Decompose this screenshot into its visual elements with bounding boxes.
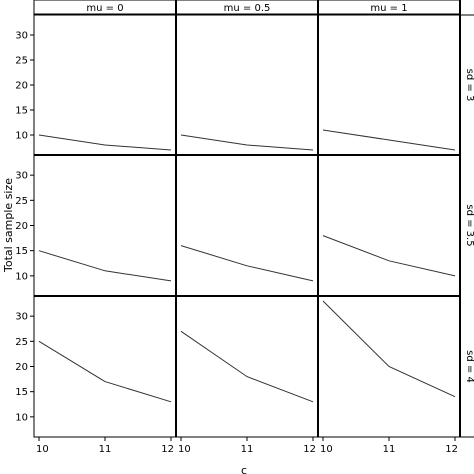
x-tick-label: 10 [178,444,191,455]
series-line [322,129,456,151]
y-tick-label: 30 [15,31,28,42]
row-strip-label: sd = 4 [464,350,474,383]
series-line [322,235,456,277]
panel-border [175,14,319,156]
x-tick-label: 11 [383,444,396,455]
series-line [180,330,314,403]
x-tick-label: 11 [99,444,112,455]
series-line [38,134,172,151]
y-tick-label: 15 [15,106,28,117]
y-tick-label: 10 [15,131,28,142]
x-tick-label: 10 [320,444,333,455]
y-tick-label: 30 [15,312,28,323]
series-line [180,134,314,151]
series-line [38,250,172,282]
y-tick-label: 20 [15,81,28,92]
x-tick-label: 11 [241,444,254,455]
panel-grid: mu = 0 mu = 0.5 mu = 1 sd = 3 sd = 3.5 sd = 4… [15,0,474,455]
y-tick-label: 10 [15,412,28,423]
series-line [322,300,456,398]
panel-border [317,154,461,297]
y-tick-label: 30 [15,171,28,182]
panel-border [33,14,177,156]
panel-border [33,295,177,438]
column-strip-label: mu = 0.5 [224,3,271,14]
x-axis-title: c [241,464,247,474]
y-tick-label: 25 [15,56,28,67]
panel-border [175,295,319,438]
y-tick-label: 20 [15,362,28,373]
y-tick-label: 20 [15,221,28,232]
x-tick-label: 12 [161,444,174,455]
series-line [38,340,172,403]
y-tick-label: 25 [15,337,28,348]
y-tick-label: 15 [15,246,28,257]
x-tick-label: 10 [36,444,49,455]
panel-border [175,154,319,297]
column-strip-label: mu = 0 [86,3,123,14]
y-axis-title: Total sample size [2,178,15,273]
x-tick-label: 12 [445,444,458,455]
panel-border [33,154,177,297]
y-tick-label: 15 [15,387,28,398]
column-strip-label: mu = 1 [370,3,407,14]
row-strip-label: sd = 3.5 [464,204,474,246]
x-tick-label: 12 [303,444,316,455]
y-tick-label: 25 [15,196,28,207]
series-line [180,245,314,282]
y-tick-label: 10 [15,271,28,282]
panel-border [317,14,461,156]
row-strip-label: sd = 3 [464,69,474,102]
